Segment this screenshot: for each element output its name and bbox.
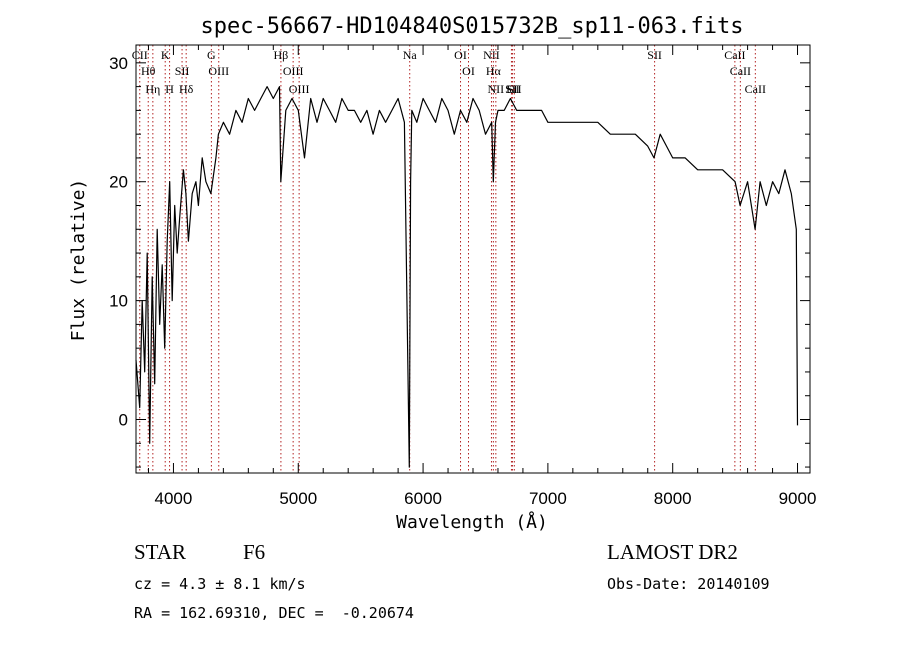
spectral-line-label: CaII	[724, 48, 745, 62]
spectral-line-label: CII	[132, 48, 148, 62]
spectral-line-label: CaII	[730, 64, 751, 78]
x-tick-label: 7000	[529, 489, 567, 508]
spectral-line-label: SII	[647, 48, 662, 62]
x-axis-label: Wavelength (Å)	[396, 511, 548, 533]
sky-coordinates: RA = 162.69310, DEC = -0.20674	[134, 604, 414, 622]
spectral-line-label: NII	[483, 48, 500, 62]
x-axis-ticks: 4000 5000 6000 7000 8000 9000	[147, 45, 817, 508]
x-tick-label: 6000	[404, 489, 442, 508]
spectral-line-label: Na	[403, 48, 418, 62]
spectral-line-label: SII	[507, 82, 522, 96]
y-axis-label: Flux (relative)	[68, 179, 89, 342]
spectral-line-label: G	[207, 48, 216, 62]
spectral-line-label: K	[161, 48, 170, 62]
spectrum-line	[135, 85, 799, 468]
spectral-line-label: H	[165, 82, 174, 96]
spectrum-series	[135, 85, 799, 468]
redshift-velocity: cz = 4.3 ± 8.1 km/s	[134, 575, 306, 593]
x-tick-label: 8000	[654, 489, 692, 508]
spectral-line-label: OIII	[289, 82, 310, 96]
spectral-line-label: Hβ	[274, 48, 289, 62]
spectral-line-label: NII	[488, 82, 505, 96]
plot-frame	[135, 44, 811, 474]
x-tick-label: 9000	[779, 489, 817, 508]
x-tick-label: 4000	[155, 489, 193, 508]
spectral-line-label: Hδ	[179, 82, 194, 96]
spectral-line-label: CaII	[745, 82, 766, 96]
y-axis-ticks: 0 10 20 30	[109, 54, 810, 468]
spectral-line-label: OI	[454, 48, 467, 62]
survey-name: LAMOST DR2	[607, 540, 738, 564]
y-tick-label: 0	[119, 411, 128, 430]
spectral-line-label: OIII	[283, 64, 304, 78]
y-tick-label: 20	[109, 173, 128, 192]
chart-title: spec-56667-HD104840S015732B_sp11-063.fit…	[200, 14, 743, 39]
y-tick-label: 30	[109, 54, 128, 73]
y-tick-label: 10	[109, 292, 128, 311]
spectral-line-label: Li	[506, 82, 517, 96]
spectral-subclass: F6	[243, 540, 266, 564]
spectral-line-label: OIII	[208, 64, 229, 78]
object-type: STAR	[134, 540, 186, 564]
spectral-line-label: Hθ	[141, 64, 156, 78]
observation-date: Obs-Date: 20140109	[607, 575, 770, 593]
x-tick-label: 5000	[279, 489, 317, 508]
spectral-line-label: SII	[175, 64, 190, 78]
spectral-line-label: Hα	[486, 64, 502, 78]
spectral-line-label: SII	[505, 82, 520, 96]
spectral-line-label: OI	[462, 64, 475, 78]
spectral-line-label: Hη	[145, 82, 160, 96]
